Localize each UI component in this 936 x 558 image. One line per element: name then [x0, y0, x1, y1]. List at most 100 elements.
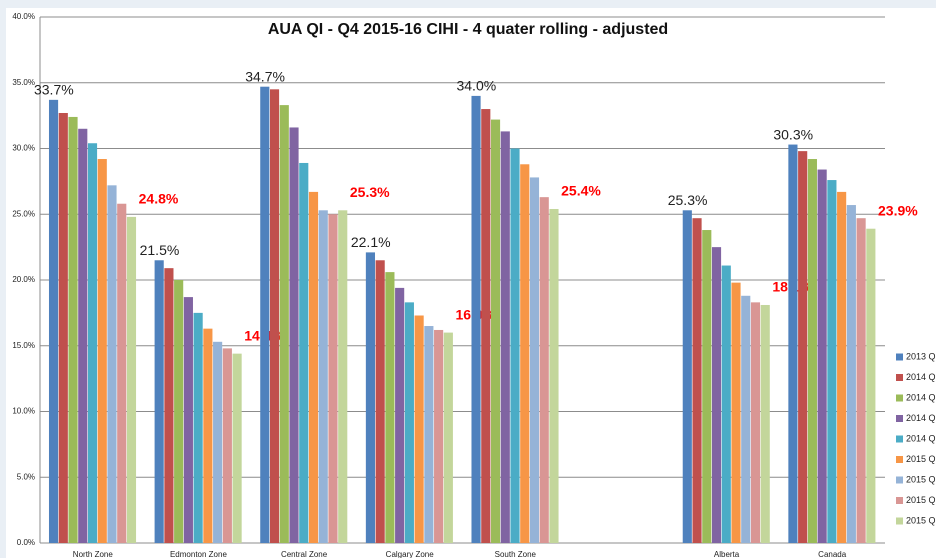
bar	[817, 169, 827, 544]
legend-label: 2015 Q	[906, 474, 936, 484]
bar	[193, 312, 203, 543]
bar	[338, 210, 348, 543]
bar	[289, 127, 299, 544]
bar	[164, 268, 174, 543]
bar	[404, 302, 414, 543]
bar	[183, 297, 193, 543]
bar	[788, 144, 798, 543]
y-tick-label: 35.0%	[12, 78, 35, 87]
legend-label: 2014 Q	[906, 413, 936, 423]
x-tick-label: South Zone	[495, 550, 537, 558]
bar	[126, 216, 137, 543]
bar	[471, 95, 481, 544]
legend-swatch	[896, 415, 903, 422]
bar	[682, 210, 692, 543]
legend-swatch	[896, 476, 903, 484]
bar	[510, 148, 520, 543]
bar	[807, 159, 817, 543]
bar	[107, 185, 117, 543]
data-label: 25.3%	[350, 184, 390, 200]
x-tick-label: Canada	[818, 550, 847, 558]
legend-label: 2014 Q	[906, 433, 936, 443]
bar	[279, 105, 289, 543]
bar	[760, 304, 770, 543]
bar	[846, 205, 856, 544]
bar	[424, 326, 434, 543]
data-label: 30.3%	[773, 126, 813, 142]
bar	[87, 143, 98, 544]
bar	[203, 328, 213, 543]
data-label: 22.1%	[351, 234, 391, 250]
y-tick-label: 0.0%	[17, 538, 35, 547]
bar	[434, 329, 444, 543]
bar	[365, 252, 375, 543]
bar	[798, 151, 808, 543]
bar	[154, 260, 164, 543]
legend-swatch	[896, 374, 903, 381]
x-tick-label: North Zone	[73, 550, 114, 558]
bar	[481, 109, 491, 544]
bar	[117, 203, 127, 544]
x-tick-label: Alberta	[714, 550, 740, 558]
bar	[692, 218, 702, 543]
bar	[827, 180, 837, 543]
x-tick-label: Edmonton Zone	[170, 550, 227, 558]
x-tick-label: Calgary Zone	[386, 550, 435, 558]
bar	[375, 260, 385, 543]
legend-swatch	[896, 456, 903, 463]
legend-swatch	[896, 435, 903, 443]
legend-label: 2015 Q	[906, 454, 936, 464]
bar	[856, 218, 866, 543]
legend-swatch	[896, 517, 903, 525]
bar	[68, 116, 78, 543]
bar	[269, 89, 280, 543]
bar	[318, 210, 328, 543]
bar	[260, 86, 270, 543]
bar	[741, 295, 751, 543]
bar	[78, 128, 88, 543]
y-tick-label: 10.0%	[12, 407, 35, 416]
bar	[414, 315, 424, 543]
bar	[702, 230, 712, 543]
bar	[731, 282, 741, 543]
bar	[443, 332, 453, 543]
bar	[490, 119, 501, 543]
data-label: 25.4%	[561, 183, 601, 199]
legend-swatch	[896, 353, 903, 361]
y-tick-label: 25.0%	[12, 209, 35, 218]
bar	[174, 280, 184, 543]
data-label: 21.5%	[140, 242, 180, 258]
data-label: 34.7%	[245, 68, 285, 84]
bar	[395, 287, 405, 543]
bar	[58, 112, 68, 544]
bar	[213, 341, 223, 543]
bar	[232, 353, 242, 543]
legend-label: 2014 Q	[906, 392, 936, 402]
bar	[385, 272, 395, 543]
bar	[721, 265, 731, 543]
bar	[97, 159, 107, 543]
bar	[711, 247, 722, 543]
bar	[48, 99, 59, 543]
chart-title: AUA QI - Q4 2015-16 CIHI - 4 quater roll…	[268, 21, 668, 38]
data-label: 24.8%	[139, 191, 179, 207]
y-tick-label: 40.0%	[12, 12, 35, 21]
bar	[866, 228, 876, 543]
legend-swatch	[896, 497, 903, 504]
bar	[529, 177, 540, 543]
data-label: 23.9%	[878, 202, 918, 218]
legend-swatch	[896, 394, 903, 402]
y-tick-label: 5.0%	[17, 472, 35, 481]
data-label: 25.3%	[668, 192, 708, 208]
legend-label: 2014 Q	[906, 372, 936, 382]
bar	[222, 348, 232, 543]
y-tick-label: 20.0%	[12, 275, 35, 284]
bar	[500, 131, 510, 543]
bar	[750, 302, 761, 543]
bar	[539, 197, 549, 543]
bar	[837, 191, 847, 543]
legend-label: 2015 Q	[906, 515, 936, 525]
data-label: 33.7%	[34, 82, 74, 98]
x-tick-label: Central Zone	[281, 550, 328, 558]
